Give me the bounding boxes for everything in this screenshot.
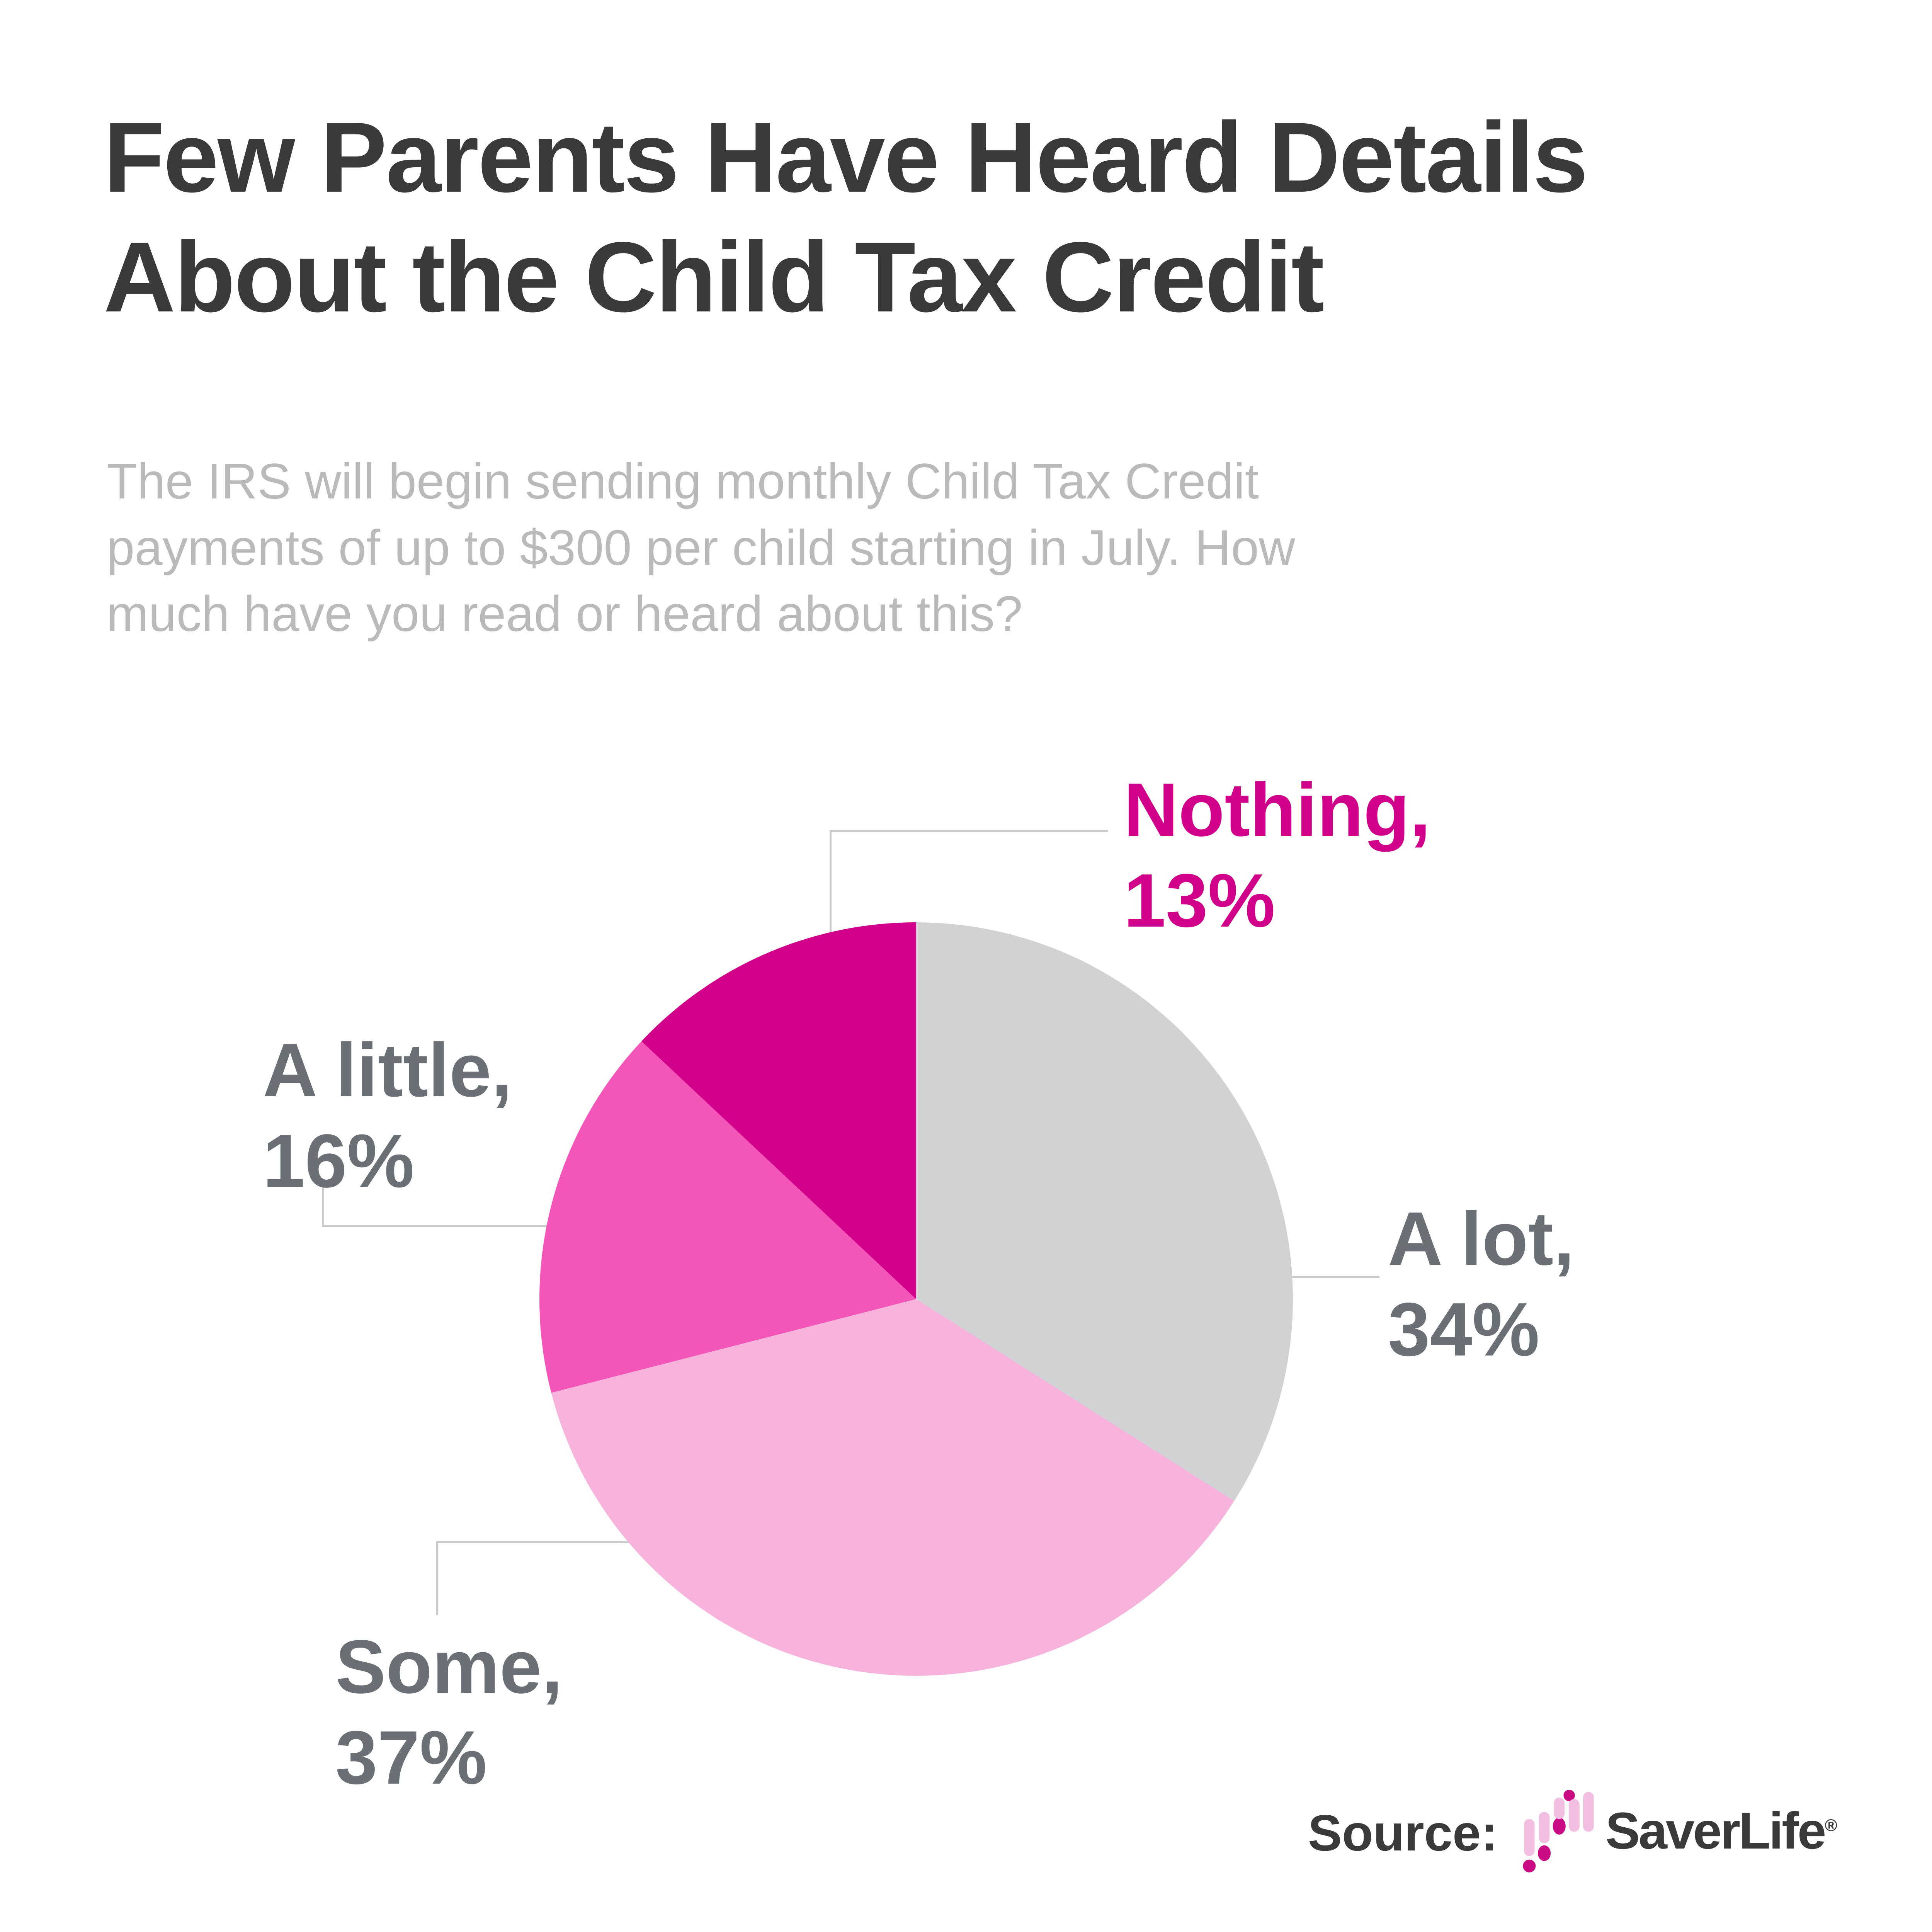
slice-label-alittle-pct: 16% — [263, 1119, 415, 1204]
saverlife-brand-text: SaverLife — [1605, 1802, 1826, 1860]
slice-label-alot: A lot, 34% — [1388, 1193, 1575, 1375]
page-title-line1: Few Parents Have Heard Details — [104, 101, 1588, 213]
slice-label-some-name: Some, — [335, 1624, 563, 1709]
source-label: Source: — [1308, 1804, 1498, 1861]
slice-label-some-pct: 37% — [335, 1715, 487, 1800]
slice-label-alot-pct: 34% — [1388, 1287, 1540, 1372]
saverlife-logo-icon — [1522, 1789, 1594, 1876]
page-title-line2: About the Child Tax Credit — [104, 221, 1324, 333]
leader-line-alot-horizontal — [1290, 1276, 1379, 1278]
chart-subtitle-line3: much have you read or heard about this? — [107, 585, 1023, 642]
slice-label-alittle: A little, 16% — [263, 1025, 512, 1206]
slice-label-alittle-name: A little, — [263, 1028, 513, 1112]
leader-line-nothing-horizontal — [830, 830, 1108, 832]
saverlife-wordmark: SaverLife® — [1605, 1801, 1837, 1861]
leader-line-alittle-horizontal — [322, 1225, 550, 1227]
chart-subtitle-line2: payments of up to $300 per child startin… — [107, 519, 1295, 576]
chart-subtitle-line1: The IRS will begin sending monthly Child… — [107, 453, 1259, 509]
slice-label-alot-name: A lot, — [1388, 1196, 1575, 1281]
registered-trademark-icon: ® — [1825, 1816, 1837, 1835]
page-title: Few Parents Have Heard Details About the… — [104, 97, 1588, 337]
chart-subtitle: The IRS will begin sending monthly Child… — [107, 448, 1295, 647]
leader-line-alittle-vertical — [322, 1182, 324, 1227]
slice-label-nothing-pct: 13% — [1124, 858, 1276, 943]
slice-label-nothing-name: Nothing, — [1124, 767, 1431, 852]
leader-line-some-vertical — [436, 1541, 438, 1615]
leader-line-some-horizontal — [436, 1541, 631, 1543]
leader-line-nothing-vertical — [830, 830, 832, 934]
pie-chart — [539, 922, 1293, 1676]
slice-label-some: Some, 37% — [335, 1621, 563, 1803]
slice-label-nothing: Nothing, 13% — [1124, 764, 1431, 946]
